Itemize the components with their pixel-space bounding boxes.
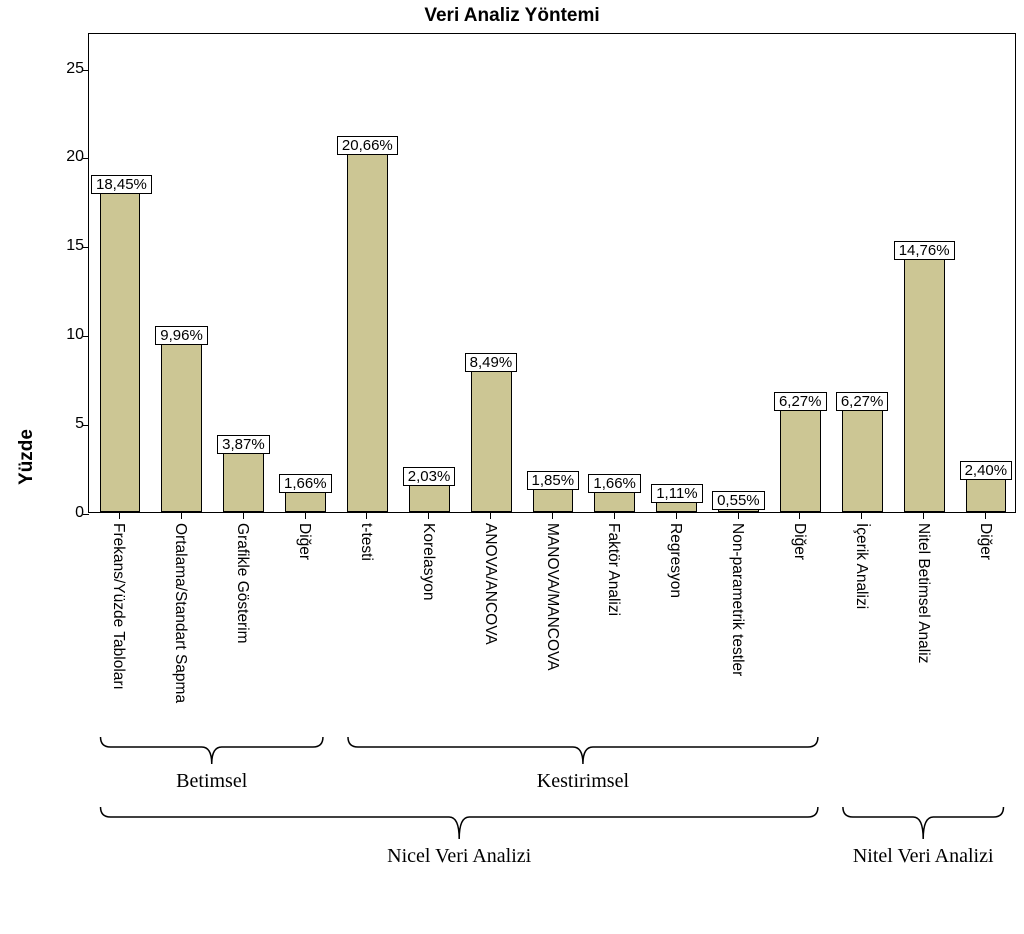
group-label: Betimsel bbox=[99, 770, 325, 793]
percent-label: 1,66% bbox=[588, 474, 641, 493]
curly-brace bbox=[348, 737, 818, 764]
percent-label: 20,66% bbox=[337, 136, 398, 155]
y-tick-label: 10 bbox=[44, 326, 84, 344]
y-tick-label: 15 bbox=[44, 237, 84, 255]
x-tick-mark bbox=[366, 513, 367, 519]
y-tick-mark bbox=[83, 425, 89, 426]
x-tick-label: Frekans/Yüzde Tabloları bbox=[109, 523, 127, 690]
percent-label: 2,03% bbox=[403, 467, 456, 486]
percent-label: 2,40% bbox=[960, 461, 1013, 480]
x-tick-label: Grafikle Gösterim bbox=[233, 523, 251, 644]
x-tick-label: Diğer bbox=[790, 523, 808, 560]
bracket-svg bbox=[88, 731, 1016, 770]
x-tick-mark bbox=[799, 513, 800, 519]
percent-label: 1,11% bbox=[651, 484, 702, 503]
chart-column: 0 5 10 15 20 25 18,45% 9,96% 3,87% 1,66% 20,66% 2,… bbox=[44, 33, 1016, 881]
x-tick-label: Non-parametrik testler bbox=[728, 523, 746, 676]
x-tick-mark bbox=[552, 513, 553, 519]
ylabel-column: Yüzde bbox=[10, 33, 44, 881]
x-tick-mark bbox=[923, 513, 924, 519]
percent-label: 9,96% bbox=[155, 326, 208, 345]
bracket1-spacer bbox=[44, 731, 88, 801]
plot-row: 0510152025 18,45%9,96%3,87%1,66%20,66%2,… bbox=[44, 33, 1016, 513]
chart-body: Yüzde 0 5 10 15 20 25 18,45% 9,96% 3,87% 1,66% 20… bbox=[10, 33, 1014, 881]
curly-brace bbox=[101, 737, 323, 764]
percent-label: 14,76% bbox=[894, 241, 955, 260]
y-tick-mark bbox=[83, 70, 89, 71]
y-tick-mark bbox=[83, 336, 89, 337]
percent-label: 1,66% bbox=[279, 474, 332, 493]
x-tick-mark bbox=[738, 513, 739, 519]
bar bbox=[100, 184, 141, 512]
x-tick-label: Regresyon bbox=[666, 523, 684, 598]
x-tick-mark bbox=[614, 513, 615, 519]
xlabel-row: Frekans/Yüzde Tabloları Ortalama/Standart… bbox=[44, 513, 1016, 731]
y-tick-mark bbox=[83, 247, 89, 248]
chart-title: Veri Analiz Yöntemi bbox=[10, 5, 1014, 27]
plot-column: 18,45% 9,96% 3,87% 1,66% 20,66% 2,03% 8,49% 1,8… bbox=[88, 33, 1016, 513]
group-label: Nitel Veri Analizi bbox=[841, 845, 1006, 868]
chart-container: Veri Analiz Yöntemi Yüzde 0 5 10 15 20 25 18,… bbox=[0, 0, 1024, 886]
x-tick-label: Diğer bbox=[976, 523, 994, 560]
y-axis-label: Yüzde bbox=[16, 429, 38, 485]
bar bbox=[347, 145, 388, 512]
x-tick-mark bbox=[119, 513, 120, 519]
plot-area: 18,45% 9,96% 3,87% 1,66% 20,66% 2,03% 8,49% 1,8… bbox=[88, 33, 1016, 513]
x-tick-mark bbox=[428, 513, 429, 519]
percent-label: 18,45% bbox=[91, 175, 152, 194]
bar bbox=[842, 401, 883, 512]
bracket-area-1: Betimsel Kestirimsel bbox=[88, 731, 1016, 801]
percent-label: 0,55% bbox=[712, 491, 765, 510]
x-tick-label: Faktör Analizi bbox=[604, 523, 622, 616]
x-tick-mark bbox=[985, 513, 986, 519]
y-tick-label: 20 bbox=[44, 148, 84, 166]
x-tick-label: MANOVA/MANCOVA bbox=[543, 523, 561, 671]
x-tick-mark bbox=[243, 513, 244, 519]
x-label-area: Frekans/Yüzde Tabloları Ortalama/Standart… bbox=[88, 513, 1016, 731]
bracket2-spacer bbox=[44, 801, 88, 881]
x-tick-label: ANOVA/ANCOVA bbox=[481, 523, 499, 645]
y-tick-column: 0510152025 bbox=[44, 33, 88, 513]
x-tick-label: Nitel Betimsel Analiz bbox=[914, 523, 932, 663]
x-tick-mark bbox=[305, 513, 306, 519]
bracket-row-1: Betimsel Kestirimsel bbox=[44, 731, 1016, 801]
group-label: Nicel Veri Analizi bbox=[99, 845, 820, 868]
y-tick-label: 0 bbox=[44, 504, 84, 522]
x-tick-mark bbox=[490, 513, 491, 519]
bracket-svg bbox=[88, 801, 1016, 845]
bar bbox=[161, 335, 202, 512]
x-tick-label: İçerik Analizi bbox=[852, 523, 870, 609]
curly-brace bbox=[843, 807, 1004, 839]
y-tick-label: 5 bbox=[44, 415, 84, 433]
bar bbox=[471, 361, 512, 512]
percent-label: 3,87% bbox=[217, 435, 270, 454]
y-tick-mark bbox=[83, 158, 89, 159]
x-tick-mark bbox=[181, 513, 182, 519]
group-label: Kestirimsel bbox=[346, 770, 820, 793]
x-tick-label: Ortalama/Standart Sapma bbox=[171, 523, 189, 703]
bar bbox=[904, 250, 945, 512]
bar bbox=[780, 401, 821, 512]
y-tick-label: 25 bbox=[44, 60, 84, 78]
percent-label: 8,49% bbox=[465, 353, 518, 372]
curly-brace bbox=[101, 807, 818, 839]
x-tick-label: Korelasyon bbox=[419, 523, 437, 601]
percent-label: 6,27% bbox=[774, 392, 827, 411]
bracket-area-2: Nicel Veri Analizi Nitel Veri Analizi bbox=[88, 801, 1016, 881]
bracket-row-2: Nicel Veri Analizi Nitel Veri Analizi bbox=[44, 801, 1016, 881]
percent-label: 1,85% bbox=[527, 471, 580, 490]
x-tick-mark bbox=[861, 513, 862, 519]
xlabel-spacer bbox=[44, 513, 88, 731]
x-tick-label: Diğer bbox=[295, 523, 313, 560]
x-tick-mark bbox=[676, 513, 677, 519]
percent-label: 6,27% bbox=[836, 392, 889, 411]
x-tick-label: t-testi bbox=[357, 523, 375, 561]
